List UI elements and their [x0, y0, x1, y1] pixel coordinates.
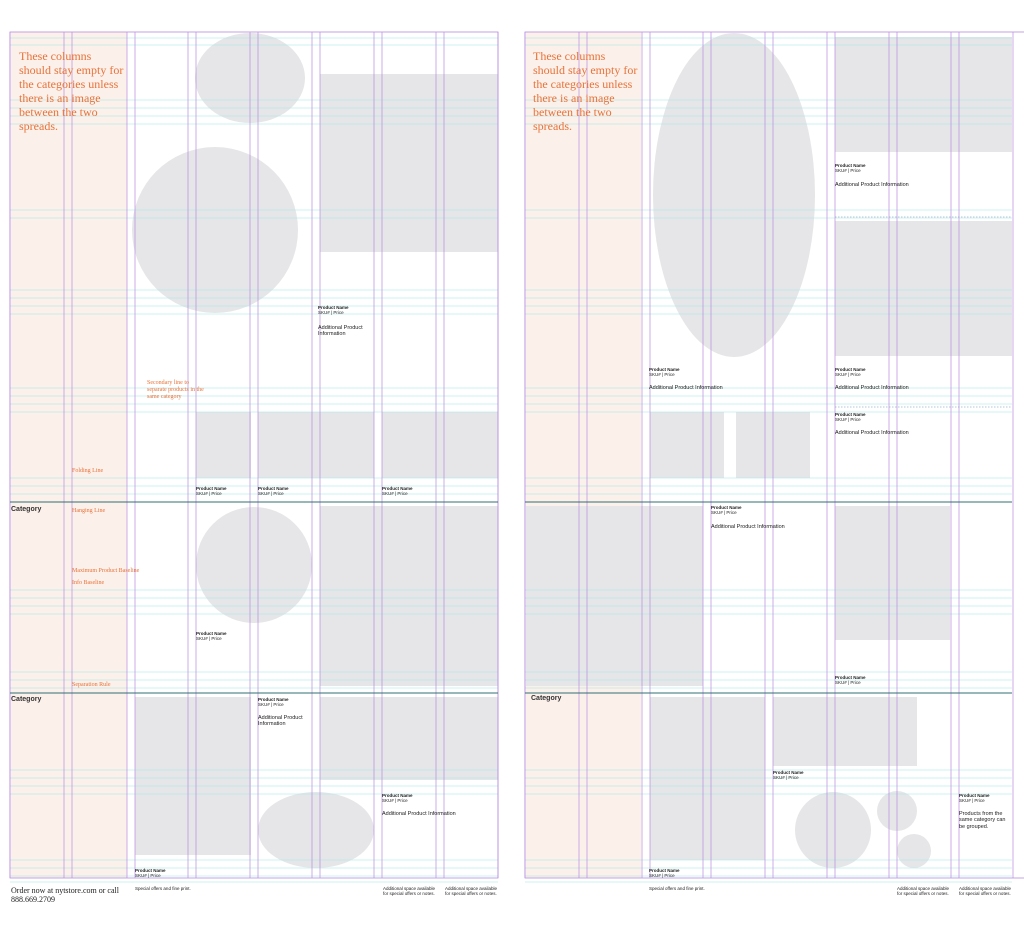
- product-name: Product Name: [258, 697, 289, 702]
- product-sku: SKU# | Price: [959, 798, 985, 803]
- product-info: Additional Product Information: [835, 385, 909, 391]
- product-name: Product Name: [711, 505, 742, 510]
- category-column: [526, 32, 641, 878]
- product-sku: SKU# | Price: [835, 417, 861, 422]
- product-sku: SKU# | Price: [835, 680, 861, 685]
- fine-print: Special offers and fine print.: [135, 886, 191, 891]
- product-info: Additional Product Information: [835, 430, 909, 436]
- product-name: Product Name: [773, 770, 804, 775]
- product-sku: SKU# | Price: [382, 798, 408, 803]
- product-sku: SKU# | Price: [835, 372, 861, 377]
- extra-space: Additional space available for special o…: [897, 886, 950, 897]
- category-label: Category: [531, 695, 562, 702]
- guide-label: Secondary line to separate products in t…: [147, 380, 204, 400]
- product-info: Additional Product Information: [318, 325, 363, 338]
- note: These columns should stay empty for the …: [19, 49, 124, 133]
- product-sku: SKU# | Price: [135, 873, 161, 878]
- baseline-grid: [10, 37, 1012, 883]
- product-name: Product Name: [135, 868, 166, 873]
- extra-space: Additional space available for special o…: [445, 886, 498, 897]
- page-frame: [9, 31, 499, 879]
- category-rules: [10, 501, 1012, 694]
- guide-label: Info Baseline: [72, 580, 105, 586]
- product-info: Additional Product Information: [835, 182, 909, 188]
- extra-space: Additional space available for special o…: [383, 886, 436, 897]
- product-sku: SKU# | Price: [318, 310, 344, 315]
- product-name: Product Name: [196, 486, 227, 491]
- guide-label: Hanging Line: [72, 508, 106, 514]
- product-name: Product Name: [196, 631, 227, 636]
- extra-space: Additional space available for special o…: [959, 886, 1012, 897]
- secondary-lines: [835, 216, 1012, 408]
- product-name: Product Name: [835, 367, 866, 372]
- product-sku: SKU# | Price: [773, 775, 799, 780]
- product-name: Product Name: [258, 486, 289, 491]
- page-frame: [524, 31, 1024, 879]
- product-sku: SKU# | Price: [835, 168, 861, 173]
- product-sku: SKU# | Price: [711, 510, 737, 515]
- category-label: Category: [11, 696, 42, 703]
- product-sku: SKU# | Price: [196, 491, 222, 496]
- product-name: Product Name: [649, 367, 680, 372]
- product-name: Product Name: [835, 675, 866, 680]
- product-name: Product Name: [649, 868, 680, 873]
- product-info: Additional Product Information: [649, 385, 723, 391]
- category-column: [11, 32, 127, 878]
- product-name: Product Name: [959, 793, 990, 798]
- column-guides: [9, 31, 1024, 879]
- order-info: Order now at nytstore.com or call 888.66…: [11, 886, 119, 905]
- product-name: Product Name: [318, 305, 349, 310]
- product-info: Additional Product Information: [382, 811, 456, 817]
- fine-print: Special offers and fine print.: [649, 886, 705, 891]
- product-sku: SKU# | Price: [258, 491, 284, 496]
- product-sku: SKU# | Price: [649, 873, 675, 878]
- note: These columns should stay empty for the …: [533, 49, 638, 133]
- product-name: Product Name: [382, 486, 413, 491]
- guide-label: Folding Line: [72, 468, 104, 474]
- guide-label: Separation Rule: [72, 682, 111, 688]
- guide-label: Maximum Product Baseline: [72, 568, 140, 574]
- product-info: Additional Product Information: [258, 715, 303, 728]
- product-sku: SKU# | Price: [649, 372, 675, 377]
- image-placeholders: [132, 33, 1012, 868]
- product-info: Products from the same category can be g…: [959, 811, 1006, 830]
- product-sku: SKU# | Price: [382, 491, 408, 496]
- product-name: Product Name: [382, 793, 413, 798]
- product-name: Product Name: [835, 412, 866, 417]
- product-name: Product Name: [835, 163, 866, 168]
- product-sku: SKU# | Price: [196, 636, 222, 641]
- category-label: Category: [11, 506, 42, 513]
- product-sku: SKU# | Price: [258, 702, 284, 707]
- product-info: Additional Product Information: [711, 524, 785, 530]
